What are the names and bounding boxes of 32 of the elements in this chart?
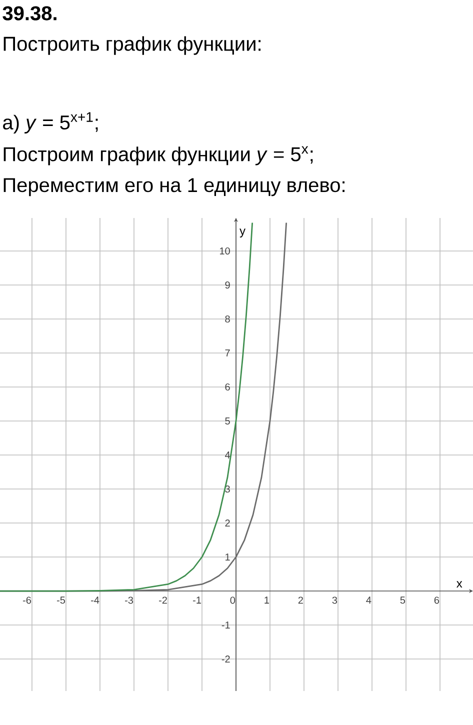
- y-tick-label: 7: [225, 350, 230, 356]
- x-tick-label: -5: [56, 596, 66, 604]
- x-tick-label: 2: [298, 596, 303, 604]
- y-tick-label: 1: [226, 554, 230, 560]
- y-tick-label: 6: [225, 383, 230, 391]
- x-tick-label: 4: [366, 596, 372, 604]
- x-tick-label: -1: [192, 596, 201, 604]
- y-tick-label: -2: [222, 656, 230, 663]
- chart-subtitle: Построить график функции:: [4, 36, 261, 55]
- x-tick-label: 3: [332, 596, 338, 604]
- text: Переместим его на 1 единицу влево:: [4, 178, 344, 196]
- y-tick-label: 10: [220, 247, 230, 255]
- x-tick-label: 5: [400, 596, 406, 604]
- chart-title: 39.38.: [2, 6, 56, 20]
- x-tick-label: 1: [264, 596, 269, 604]
- y-tick-label: 8: [225, 315, 230, 323]
- x-tick-label: 6: [434, 596, 440, 604]
- y-tick-label: 9: [225, 281, 230, 289]
- y-tick-label: 5: [225, 418, 230, 424]
- text: а) y = 5$^{x+1}$;: [3, 112, 98, 134]
- x-tick-label: -2: [158, 596, 167, 604]
- y-tick-label: 2: [225, 520, 230, 526]
- y-tick-label: 3: [225, 485, 230, 493]
- x-tick-label: -3: [124, 596, 134, 604]
- x-tick-label: -4: [90, 596, 100, 604]
- x-tick-label: -6: [22, 596, 31, 604]
- y-tick-label: -1: [222, 622, 230, 628]
- x-tick-label: 0: [230, 596, 236, 604]
- y-tick-label: 4: [224, 452, 230, 458]
- x-axis-title: x: [456, 581, 462, 588]
- text: Построим график функции y = 5$^{x}$;: [4, 146, 313, 166]
- y-axis-title: y: [240, 228, 246, 238]
